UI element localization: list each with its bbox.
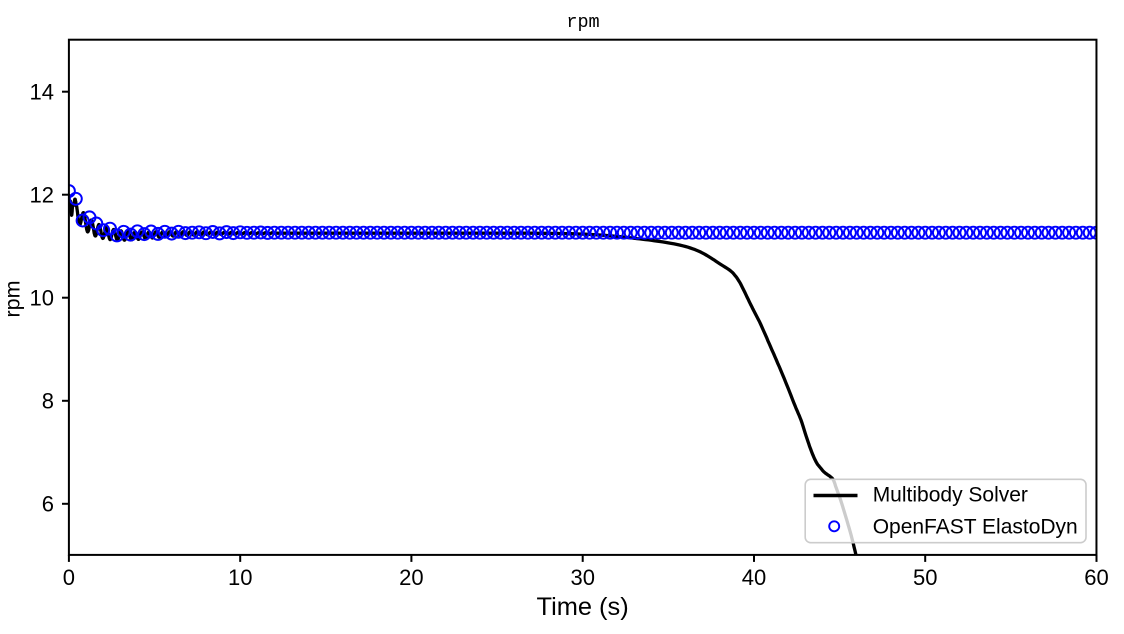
svg-text:50: 50 xyxy=(913,565,937,590)
svg-text:30: 30 xyxy=(570,565,594,590)
svg-text:60: 60 xyxy=(1084,565,1108,590)
svg-text:Multibody Solver: Multibody Solver xyxy=(873,483,1028,506)
svg-text:Time (s): Time (s) xyxy=(537,593,629,621)
svg-text:10: 10 xyxy=(228,565,252,590)
svg-text:40: 40 xyxy=(742,565,766,590)
svg-text:rpm: rpm xyxy=(1,280,25,317)
svg-text:8: 8 xyxy=(42,388,54,413)
svg-text:6: 6 xyxy=(42,491,54,516)
svg-text:0: 0 xyxy=(63,565,75,590)
svg-text:12: 12 xyxy=(30,182,54,207)
svg-text:OpenFAST ElastoDyn: OpenFAST ElastoDyn xyxy=(873,516,1078,539)
svg-text:10: 10 xyxy=(30,285,54,310)
svg-text:rpm: rpm xyxy=(566,12,599,33)
svg-text:20: 20 xyxy=(399,565,423,590)
svg-text:14: 14 xyxy=(30,79,54,104)
